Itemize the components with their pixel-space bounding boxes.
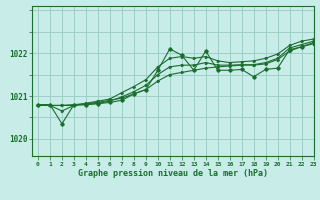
X-axis label: Graphe pression niveau de la mer (hPa): Graphe pression niveau de la mer (hPa) — [78, 169, 268, 178]
